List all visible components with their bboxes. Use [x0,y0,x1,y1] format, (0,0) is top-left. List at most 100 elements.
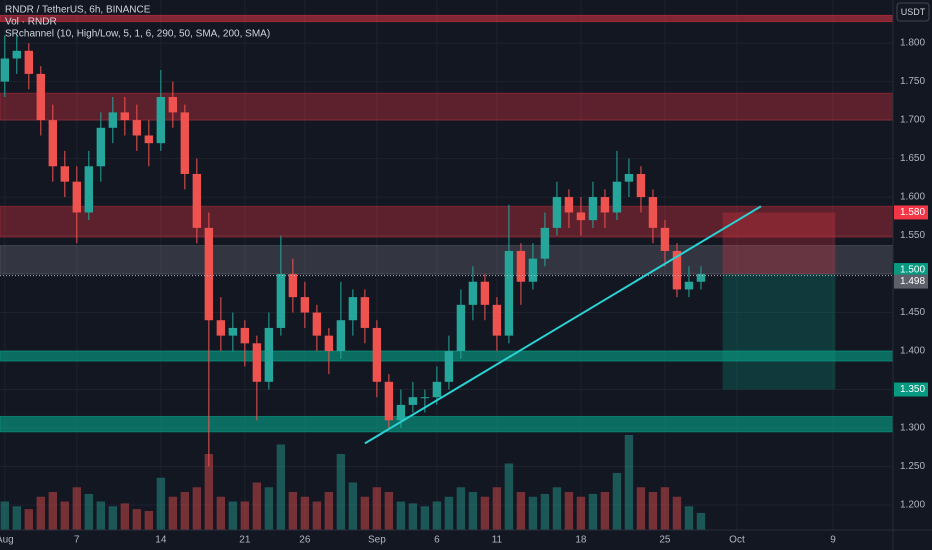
candle-body [108,112,118,128]
candle-body [612,181,622,213]
volume-bar [540,493,550,530]
candle-body [228,327,238,336]
candle-body [672,250,682,290]
volume-bar [684,506,694,530]
volume-bar [96,501,106,530]
volume-bar [564,492,574,530]
candle-body [24,50,34,74]
y-tick-label: 1.300 [900,423,925,434]
candle-body [264,327,274,382]
candle-body [300,297,310,313]
currency[interactable]: USDT [901,7,926,17]
candle-body [288,274,298,298]
volume-bar [576,496,586,530]
candle-body [660,227,670,251]
volume-bar [372,487,382,530]
x-tick-label: 9 [830,535,836,546]
candle-body [384,381,394,421]
candle-body [528,258,538,282]
price-badge-label: 1.580 [900,207,925,218]
x-tick-label: 26 [299,535,311,546]
x-tick-label: 18 [575,535,587,546]
x-tick-label: 6 [434,535,440,546]
volume-bar [144,511,154,530]
volume-bar [696,512,706,530]
volume-bar [672,496,682,530]
volume-bar [456,487,466,530]
candle-body [648,197,658,228]
candle-body [696,274,706,282]
indicator: Vol · RNDR [5,17,57,28]
x-tick-label: Aug [0,535,14,546]
indicator: SRchannel (10, High/Low, 5, 1, 6, 290, 5… [5,29,270,40]
candle-body [60,166,70,182]
volume-bar [300,496,310,530]
volume-bar [348,482,358,530]
price-badge [894,205,928,220]
candle-body [576,212,586,221]
x-tick-label: Sep [368,535,386,546]
volume-bar [360,496,370,530]
price-badge [894,274,928,289]
volume-bar [612,473,622,530]
candle-body [84,166,94,213]
candle-body [156,96,166,144]
candle-body [372,327,382,382]
y-tick-label: 1.550 [900,230,925,241]
x-tick-label: Oct [729,535,745,546]
currency-button[interactable] [896,2,930,22]
volume-bar [132,509,142,530]
volume-bar [432,501,442,530]
candle-body [636,173,646,198]
volume-bar [492,487,502,530]
candle-body [192,173,202,228]
candle-body [180,112,190,174]
candle-body [216,320,226,336]
sr-zone [0,245,894,275]
volume-bar [648,492,658,530]
volume-bar [660,487,670,530]
volume-bar [48,492,58,530]
y-tick-label: 1.700 [900,115,925,126]
candle-body [12,50,22,59]
sr-zone [0,14,894,23]
candle-body [168,96,178,113]
volume-bar [312,501,322,530]
candle-body [444,351,454,382]
volume-bar [396,501,406,530]
price-badge-label: 1.498 [900,276,925,287]
candle-body [132,120,142,136]
candle-body [588,197,598,221]
candle-body [96,127,106,167]
volume-bar [24,509,34,530]
volume-bar [600,492,610,530]
volume-bar [240,501,250,530]
candle-body [396,404,406,421]
candle-body [120,112,130,121]
y-tick-label: 1.250 [900,461,925,472]
candle-body [684,281,694,290]
candle-body [456,304,466,352]
volume-bar [72,487,82,530]
volume-bar [36,496,46,530]
sr-zone [0,92,894,121]
y-tick-label: 1.450 [900,307,925,318]
candle-body [468,281,478,305]
volume-bar [552,487,562,530]
volume-bar [444,496,454,530]
y-tick-label: 1.600 [900,192,925,203]
y-tick-label: 1.750 [900,76,925,87]
y-tick-label: 1.650 [900,153,925,164]
candle-body [72,181,82,213]
trendline [364,205,762,445]
volume-bar [192,487,202,530]
x-tick-label: 11 [492,535,503,546]
candle-body [312,312,322,336]
volume-bar [180,492,190,530]
y-tick-label: 1.200 [900,500,925,511]
candle-body [564,197,574,213]
candle-body [0,58,10,82]
candle-body [204,227,214,321]
